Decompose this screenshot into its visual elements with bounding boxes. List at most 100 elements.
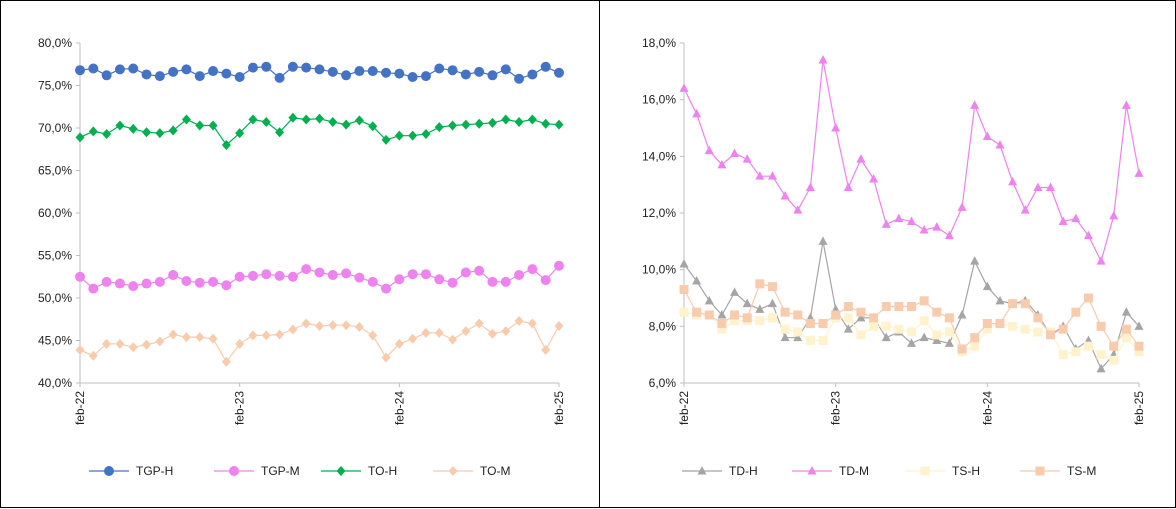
data-point [168,125,178,136]
data-point [514,315,524,326]
data-point [932,335,942,344]
legend-label: TO-M [480,464,510,478]
data-point [114,278,125,289]
x-tick-label: feb-23 [829,391,843,425]
data-point [919,316,929,326]
data-point [1121,324,1131,334]
data-point [315,113,324,124]
data-point [982,131,992,140]
data-point [354,272,365,283]
data-point [247,270,258,281]
data-point [301,114,311,125]
data-point [554,321,564,332]
data-point [248,330,258,341]
y-tick-label: 40,0% [38,376,72,390]
data-point [1058,216,1068,225]
legend-label: TGP-H [136,464,173,478]
legend-label: TS-M [1067,464,1096,478]
data-point [755,304,765,313]
data-point [995,319,1005,328]
data-point [208,333,218,344]
data-point [275,329,285,340]
data-point [1134,341,1144,351]
data-point [805,319,815,328]
y-tick-label: 16,0% [642,93,676,107]
data-point [328,117,338,128]
data-point [314,64,325,75]
data-point [261,269,272,280]
data-point [1096,256,1106,265]
data-point [742,154,752,163]
chart-left-svg: 40,0% 45,0% 50,0% 55,0% 60,0% 65,0% 70,0% 75,0%… [38,36,566,478]
y-tick-label: 60,0% [38,206,72,220]
data-point [541,344,551,355]
data-point [341,268,352,279]
data-point [982,281,992,291]
y-tick-label: 75,0% [38,79,72,93]
data-point [767,171,777,180]
data-point [102,128,112,139]
data-point [1121,333,1131,343]
y-tick-label: 8,0% [649,319,677,333]
data-point [275,127,285,138]
data-point [301,318,311,329]
data-point [742,313,752,323]
data-point [1096,321,1106,331]
data-point [88,126,98,137]
legend-marker [697,466,707,475]
data-point [142,127,152,138]
y-tick-label: 70,0% [38,121,72,135]
data-point [755,279,765,289]
data-point [717,319,727,328]
data-point [461,326,471,337]
data-point [970,333,980,343]
data-point [679,259,689,268]
series-to-m [75,315,564,367]
data-point [704,310,714,320]
data-point [1096,350,1106,360]
legend-marker [920,466,930,476]
data-point [679,83,689,92]
data-point [102,338,112,349]
data-point [447,65,458,76]
data-point [780,191,790,200]
data-point [247,62,258,73]
data-point [907,302,916,311]
data-point [101,70,112,81]
data-point [1046,330,1056,340]
data-point [514,117,524,128]
y-tick-label: 14,0% [642,149,676,163]
data-point [907,327,916,337]
data-point [1109,355,1119,365]
data-point [692,108,702,118]
data-point [408,130,418,141]
data-point [327,66,338,77]
data-point [447,277,458,288]
y-tick-label: 55,0% [38,249,72,263]
legend-item-ts-m: TS-M [1020,464,1096,478]
data-point [957,202,967,211]
data-point [692,307,702,317]
data-point [932,307,942,317]
data-point [301,264,312,275]
data-point [235,338,245,349]
data-point [154,71,165,82]
data-point [554,119,564,130]
data-point [101,276,112,287]
data-point [541,118,551,129]
x-tick-label: feb-24 [980,391,994,425]
x-tick-label: feb-23 [233,391,247,425]
data-point [1109,341,1119,351]
legend-marker [229,466,239,476]
data-point [354,66,365,77]
data-point [1008,176,1018,186]
data-point [805,336,815,345]
data-point [982,319,992,328]
data-point [407,269,418,280]
data-point [957,344,967,354]
data-point [894,324,904,334]
y-tick-label: 50,0% [38,291,72,305]
data-point [869,313,879,323]
data-point [501,326,511,337]
data-point [869,321,879,331]
